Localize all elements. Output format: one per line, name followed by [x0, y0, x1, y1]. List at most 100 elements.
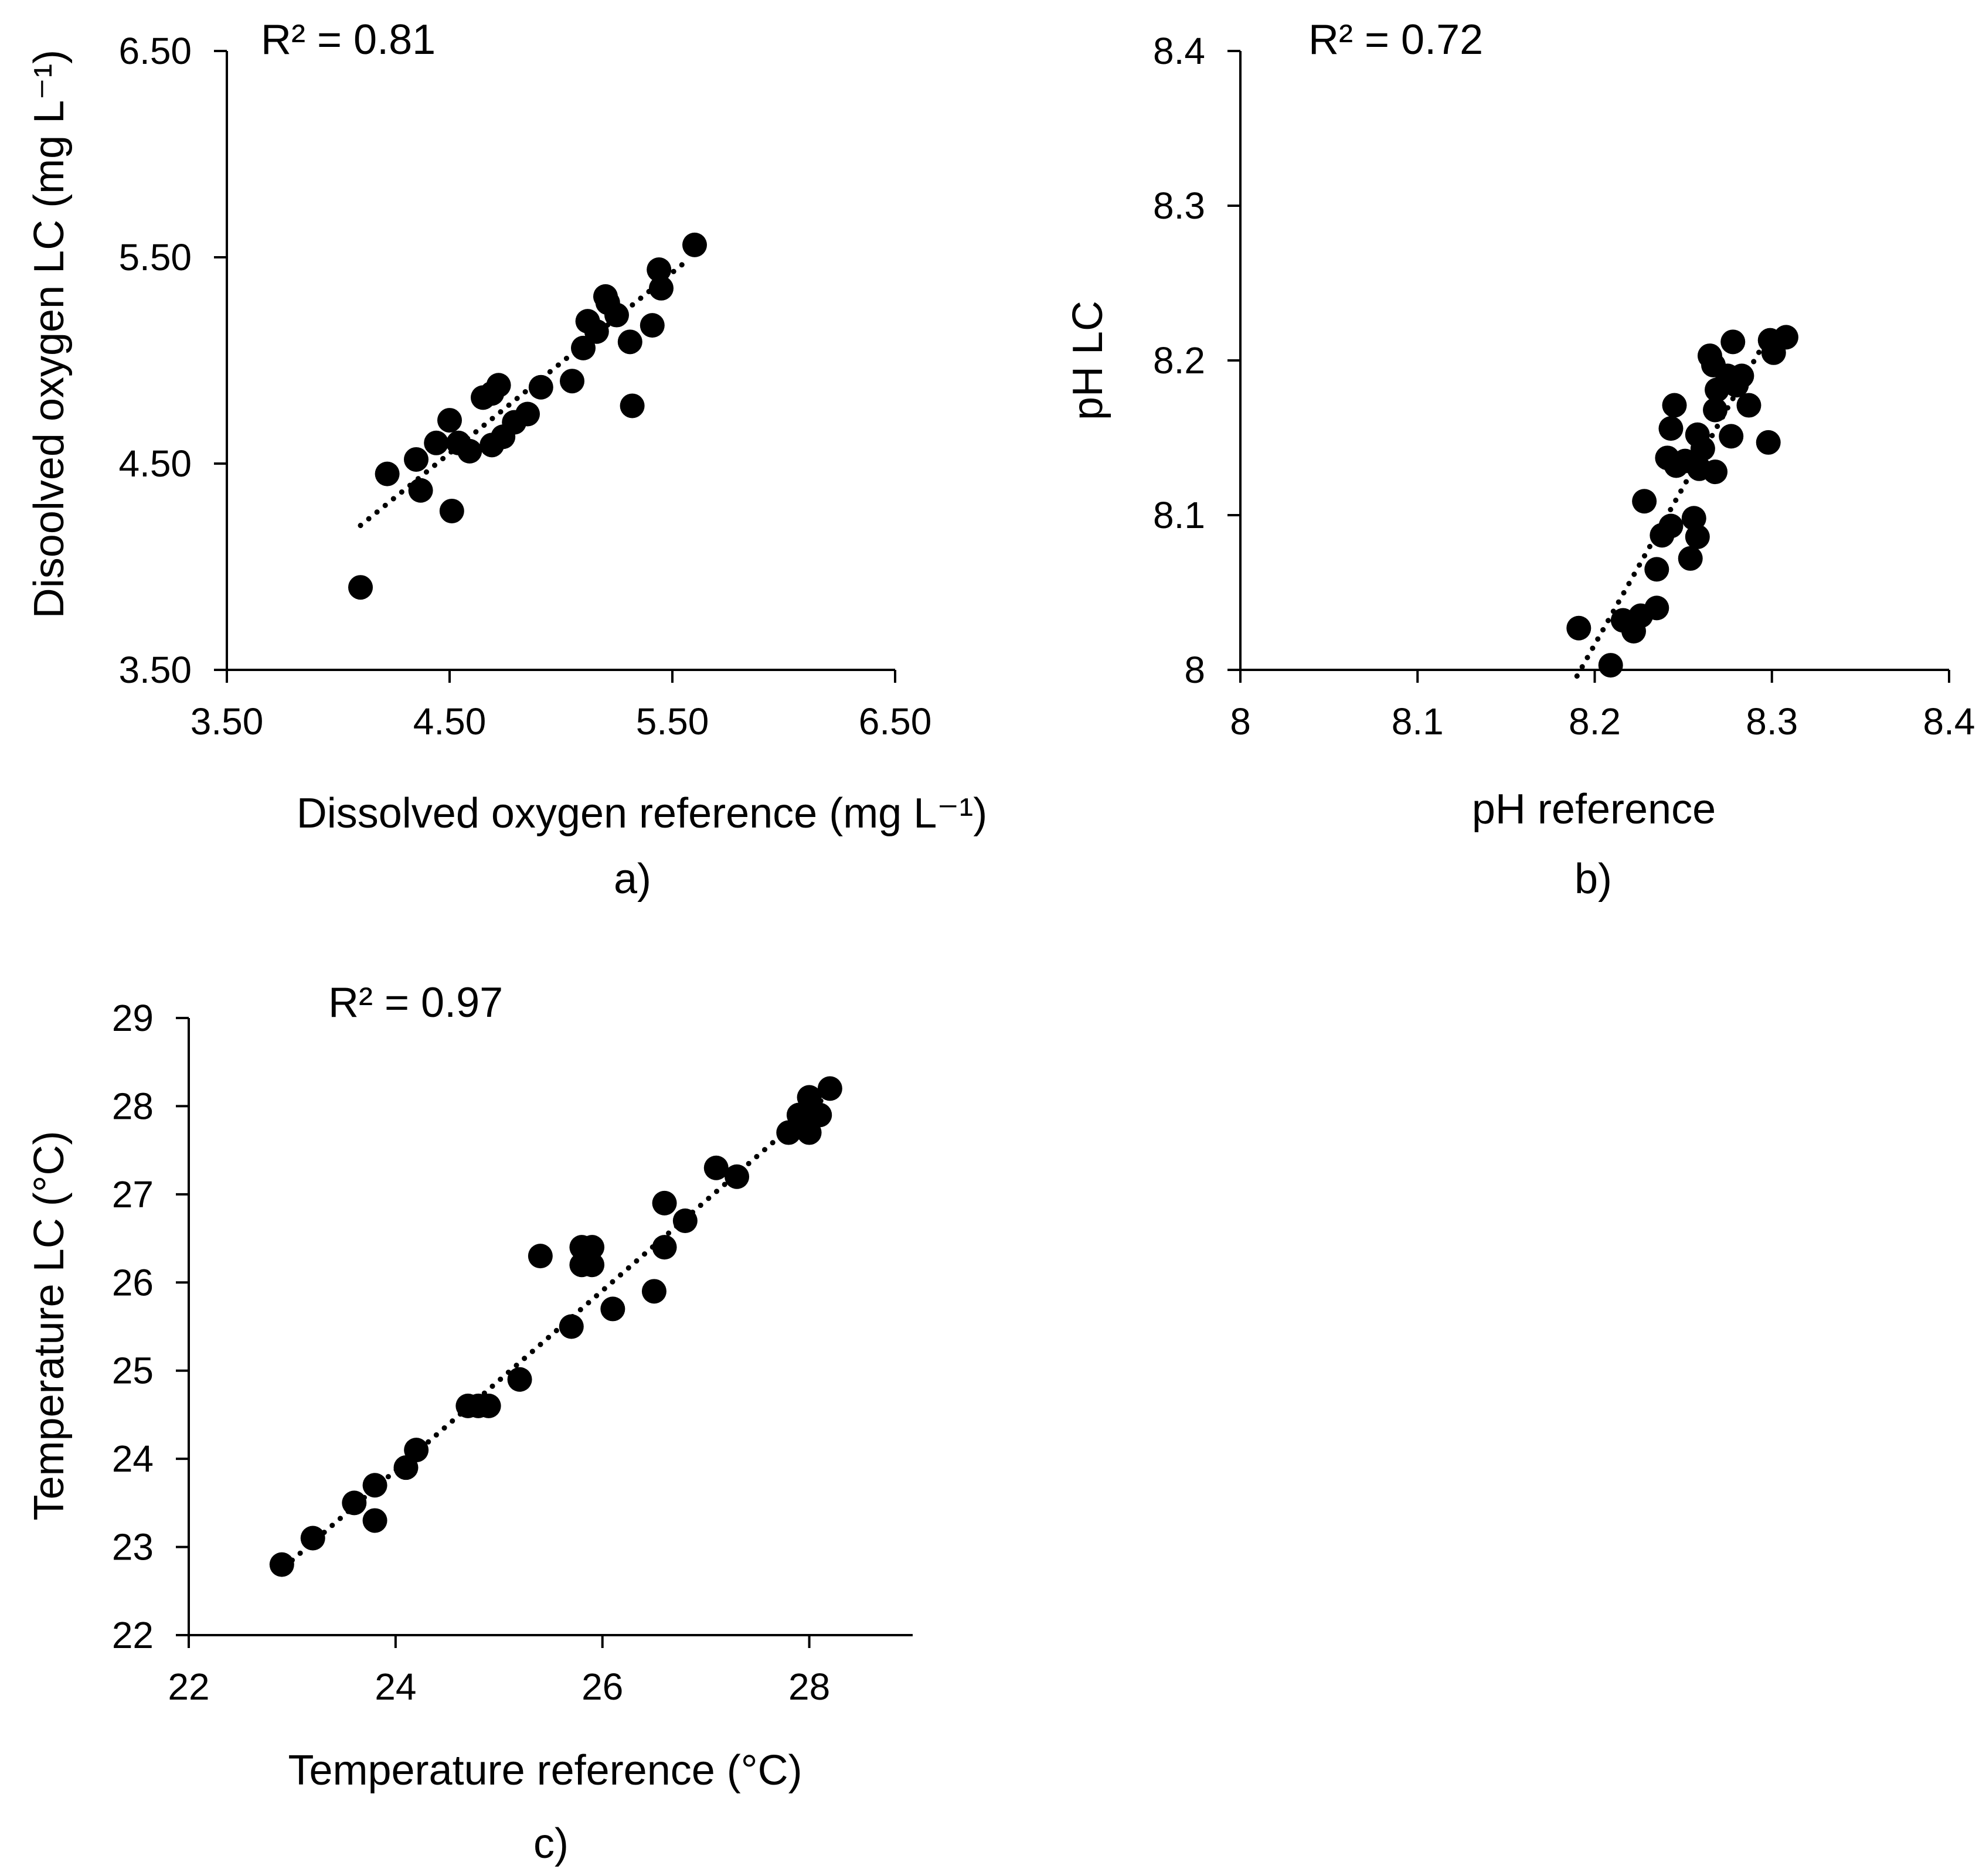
y-tick-label: 24: [112, 1438, 154, 1480]
y-tick-label: 8: [1184, 649, 1205, 691]
data-point: [617, 329, 642, 355]
data-point: [408, 478, 433, 503]
y-tick-label: 27: [112, 1173, 154, 1216]
y-tick-label: 23: [112, 1526, 154, 1568]
data-point: [1644, 557, 1669, 582]
data-point: [652, 1190, 677, 1216]
data-point: [348, 575, 373, 600]
data-point: [1703, 397, 1728, 423]
y-tick-label: 25: [112, 1350, 154, 1392]
data-point: [641, 1279, 666, 1304]
x-tick-label: 8.3: [1746, 700, 1798, 743]
data-point: [1729, 363, 1754, 389]
data-point: [682, 232, 707, 257]
y-axis-title: Temperature LC (°C): [26, 1131, 73, 1521]
data-point: [640, 313, 665, 338]
x-axis-title: Temperature reference (°C): [288, 1747, 802, 1794]
r2-label: R² = 0.81: [261, 16, 436, 63]
data-point: [703, 1155, 729, 1180]
x-axis-title: Dissolved oxygen reference (mg L⁻¹): [297, 790, 987, 837]
data-point: [507, 1367, 532, 1392]
y-tick-label: 29: [112, 997, 154, 1039]
data-point: [571, 335, 596, 360]
x-tick-label: 3.50: [191, 700, 264, 743]
data-point: [1632, 489, 1657, 514]
y-tick-label: 4.50: [118, 442, 192, 485]
data-point: [1719, 424, 1744, 449]
y-axis-title: pH LC: [1065, 301, 1111, 420]
data-point: [528, 1244, 553, 1269]
data-point: [457, 438, 482, 464]
y-tick-label: 8.1: [1153, 494, 1205, 536]
x-tick-label: 5.50: [636, 700, 709, 743]
data-point: [269, 1552, 294, 1577]
data-point: [1658, 513, 1684, 539]
y-tick-label: 8.4: [1153, 30, 1205, 72]
data-point: [404, 447, 429, 472]
x-tick-label: 4.50: [413, 700, 487, 743]
r2-label: R² = 0.97: [328, 979, 503, 1026]
data-point: [342, 1490, 367, 1516]
data-point: [807, 1102, 832, 1128]
data-point: [1703, 459, 1728, 485]
x-tick-label: 8.4: [1923, 700, 1975, 743]
x-tick-label: 8.2: [1569, 700, 1621, 743]
data-point: [362, 1473, 387, 1498]
data-point: [362, 1508, 387, 1533]
x-tick-label: 8.1: [1392, 700, 1444, 743]
data-point: [404, 1438, 429, 1463]
data-point: [817, 1076, 842, 1101]
y-tick-label: 8.3: [1153, 185, 1205, 227]
panel-label: c): [533, 1820, 569, 1867]
data-point: [1685, 524, 1710, 549]
data-point: [528, 374, 553, 400]
data-point: [1644, 595, 1669, 621]
data-point: [604, 302, 629, 328]
data-point: [1690, 436, 1715, 461]
data-point: [580, 1235, 605, 1260]
data-point: [725, 1164, 750, 1189]
data-point: [1658, 416, 1684, 441]
data-point: [1756, 430, 1781, 455]
y-tick-label: 8.2: [1153, 339, 1205, 382]
x-tick-label: 24: [375, 1666, 416, 1708]
data-point: [1736, 393, 1761, 418]
x-axis-title: pH reference: [1472, 786, 1716, 833]
data-point: [1662, 393, 1687, 418]
x-tick-label: 8: [1230, 700, 1251, 743]
r2-label: R² = 0.72: [1308, 16, 1483, 63]
y-tick-label: 28: [112, 1085, 154, 1127]
x-tick-label: 26: [581, 1666, 623, 1708]
data-point: [560, 369, 584, 394]
data-point: [584, 319, 609, 344]
data-point: [600, 1296, 625, 1322]
y-axis-title: Disoolved oxygen LC (mg L⁻¹): [26, 50, 73, 618]
y-tick-label: 22: [112, 1614, 154, 1656]
panel-label: b): [1574, 856, 1612, 903]
panel-a: R² = 0.81 Disoolved oxygen LC (mg L⁻¹) D…: [26, 16, 987, 903]
x-tick-label: 6.50: [859, 700, 932, 743]
data-point: [652, 1235, 677, 1260]
data-point: [620, 393, 645, 418]
data-point: [515, 401, 540, 427]
data-point: [375, 461, 400, 486]
data-point: [1773, 325, 1798, 350]
data-point: [672, 1208, 698, 1233]
panel-c: R² = 0.97 Temperature LC (°C) Temperatur…: [26, 979, 913, 1867]
data-point: [559, 1314, 584, 1339]
data-point: [580, 1252, 605, 1278]
data-point: [424, 430, 449, 455]
y-tick-label: 6.50: [118, 30, 192, 72]
data-point: [439, 498, 464, 523]
data-point: [647, 257, 672, 282]
data-point: [1720, 329, 1746, 355]
data-point: [486, 373, 511, 398]
x-tick-label: 22: [168, 1666, 209, 1708]
data-point: [1598, 653, 1623, 678]
data-point: [476, 1393, 501, 1418]
panel-label: a): [614, 856, 651, 903]
y-tick-label: 5.50: [118, 236, 192, 278]
panel-b: R² = 0.72 pH LC pH reference b) 8 8.1 8.2 8…: [1065, 16, 1975, 903]
x-tick-label: 28: [788, 1666, 830, 1708]
